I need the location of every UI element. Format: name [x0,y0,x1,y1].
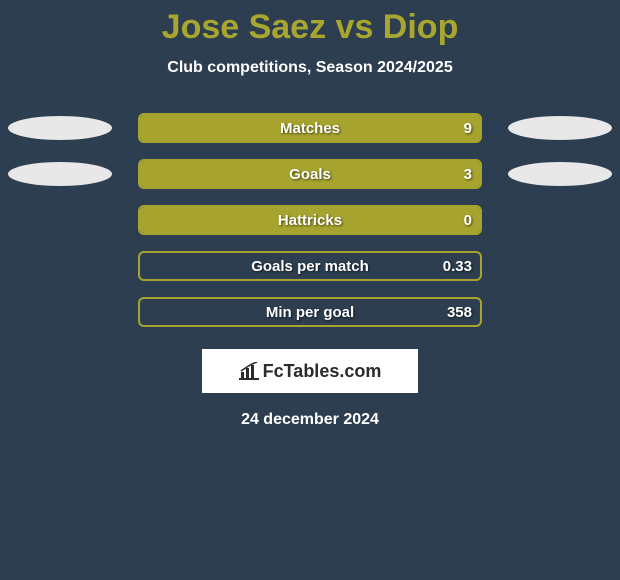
stat-bar-track [138,113,482,143]
stat-bar-track [138,205,482,235]
chart-icon [239,362,259,380]
stat-row: Min per goal358 [0,289,620,335]
stat-bar-track [138,251,482,281]
player-left-marker [8,162,112,186]
stat-bar-fill [140,207,480,233]
date-label: 24 december 2024 [0,411,620,429]
logo-box[interactable]: FcTables.com [202,349,418,393]
subtitle: Club competitions, Season 2024/2025 [0,59,620,77]
stat-bar-fill [140,161,480,187]
player-left-marker [8,116,112,140]
stat-row: Goals3 [0,151,620,197]
stat-row: Hattricks0 [0,197,620,243]
stat-bar-track [138,297,482,327]
stat-row: Goals per match0.33 [0,243,620,289]
player-right-marker [508,162,612,186]
stat-row: Matches9 [0,105,620,151]
page-title: Jose Saez vs Diop [0,8,620,47]
player-right-marker [508,116,612,140]
logo-text: FcTables.com [263,361,382,382]
stat-bar-track [138,159,482,189]
stats-list: Matches9Goals3Hattricks0Goals per match0… [0,105,620,335]
comparison-card: Jose Saez vs Diop Club competitions, Sea… [0,0,620,429]
stat-bar-fill [140,115,480,141]
